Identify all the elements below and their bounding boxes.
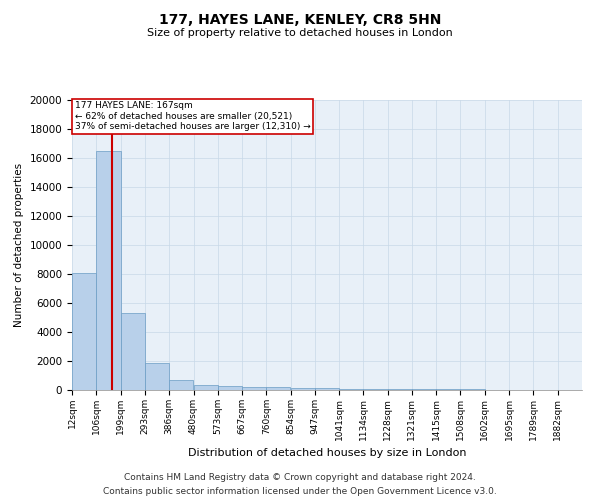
Bar [218,386,242,390]
Bar [169,380,193,390]
Text: 177, HAYES LANE, KENLEY, CR8 5HN: 177, HAYES LANE, KENLEY, CR8 5HN [159,12,441,26]
Bar [364,389,388,390]
X-axis label: Distribution of detached houses by size in London: Distribution of detached houses by size … [188,448,466,458]
Bar [290,388,315,390]
Text: Contains HM Land Registry data © Crown copyright and database right 2024.: Contains HM Land Registry data © Crown c… [124,472,476,482]
Bar [339,388,364,390]
Bar [97,151,121,390]
Bar [266,388,290,390]
Text: 177 HAYES LANE: 167sqm
← 62% of detached houses are smaller (20,521)
37% of semi: 177 HAYES LANE: 167sqm ← 62% of detached… [74,102,310,132]
Bar [242,387,266,390]
Bar [194,385,218,390]
Bar [72,272,96,390]
Y-axis label: Number of detached properties: Number of detached properties [14,163,24,327]
Bar [121,313,145,390]
Bar [388,389,412,390]
Bar [412,389,436,390]
Text: Size of property relative to detached houses in London: Size of property relative to detached ho… [147,28,453,38]
Bar [145,363,169,390]
Text: Contains public sector information licensed under the Open Government Licence v3: Contains public sector information licen… [103,488,497,496]
Bar [315,388,339,390]
